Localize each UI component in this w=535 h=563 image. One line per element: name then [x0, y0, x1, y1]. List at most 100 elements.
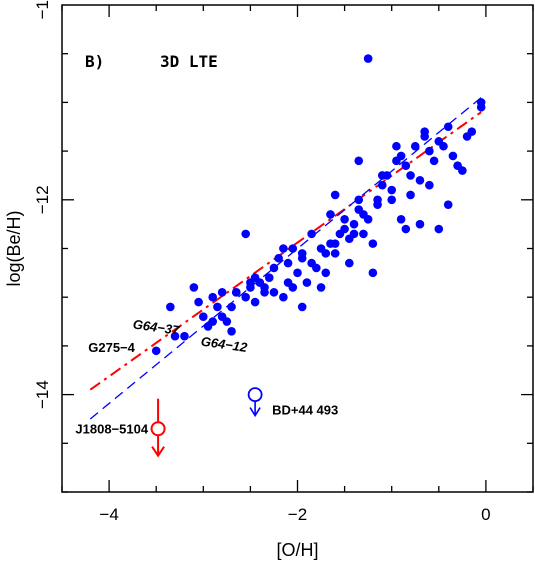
data-point	[269, 288, 279, 297]
data-point	[208, 317, 218, 326]
data-point	[297, 249, 307, 258]
data-point	[401, 224, 411, 234]
data-point	[307, 229, 316, 239]
x-tick-label: −4	[99, 505, 118, 524]
data-point	[349, 219, 359, 229]
data-point	[151, 346, 161, 356]
data-point	[354, 156, 364, 166]
data-point	[227, 302, 236, 312]
upper-limit-point-j1808	[150, 421, 166, 437]
data-point	[443, 200, 453, 209]
data-point	[425, 146, 434, 156]
data-point	[429, 156, 439, 166]
x-tick-label: 0	[481, 505, 490, 524]
data-point	[283, 258, 293, 268]
data-point	[410, 141, 420, 151]
data-point	[330, 239, 340, 248]
data-point	[241, 292, 250, 302]
data-point	[189, 283, 199, 292]
data-point	[345, 258, 354, 268]
data-point	[297, 302, 307, 312]
data-point	[166, 302, 175, 312]
y-tick-label: −12	[33, 185, 52, 214]
upper-limit-arrow	[151, 446, 165, 458]
x-tick-label: −2	[288, 505, 307, 524]
data-point	[246, 278, 255, 287]
data-point	[231, 288, 241, 297]
data-point	[316, 244, 326, 253]
data-point	[260, 283, 269, 292]
data-point	[443, 122, 453, 132]
data-point	[302, 278, 312, 287]
data-point	[406, 171, 415, 180]
data-point	[264, 273, 274, 283]
annotation-g64-37: G64−37	[132, 317, 181, 338]
plot-frame	[61, 4, 534, 493]
data-point	[396, 151, 406, 161]
data-point	[288, 244, 298, 253]
data-point	[368, 268, 378, 278]
y-tick-label: −14	[33, 380, 52, 409]
data-point	[434, 224, 444, 234]
data-point	[354, 195, 364, 205]
data-point	[330, 249, 340, 258]
data-point	[274, 253, 283, 263]
data-point	[377, 180, 387, 190]
upper-limit-point-bd44	[247, 387, 263, 403]
data-point	[420, 127, 429, 136]
data-point	[467, 127, 477, 136]
data-point	[330, 190, 340, 200]
y-tick-label: −10	[33, 0, 52, 19]
data-point	[213, 302, 222, 312]
data-point	[415, 176, 425, 185]
data-point	[349, 229, 359, 239]
data-point	[387, 185, 397, 195]
upper-limit-arrow	[249, 407, 261, 418]
data-point	[227, 326, 236, 336]
data-point	[279, 292, 288, 302]
upper-limit-markers	[150, 387, 263, 458]
data-point	[316, 283, 326, 292]
data-point	[401, 161, 411, 171]
data-point	[425, 180, 434, 190]
data-point	[312, 263, 321, 273]
data-point	[363, 54, 373, 63]
data-point	[458, 166, 467, 175]
annotation-g275-4: G275−4	[88, 340, 135, 355]
fit-line-blue-dashed	[89, 97, 482, 420]
data-point	[180, 331, 189, 341]
model-label: 3D LTE	[160, 52, 218, 71]
data-point	[250, 297, 260, 307]
data-point	[476, 98, 486, 107]
upper-limit-label-j1808: J1808−5104	[75, 422, 148, 437]
data-point	[279, 244, 288, 253]
axis-ticks	[61, 5, 534, 493]
data-point	[359, 210, 368, 219]
data-point	[368, 239, 378, 248]
annotation-g64-12: G64−12	[200, 334, 249, 355]
data-point	[170, 331, 180, 341]
data-point	[340, 214, 349, 224]
y-axis-title: log(Be/H)	[4, 210, 24, 286]
data-point	[392, 141, 401, 151]
fit-line-red-dashdot	[89, 111, 482, 391]
data-point	[415, 219, 425, 229]
data-point	[326, 210, 335, 219]
data-point	[406, 190, 415, 200]
data-point	[359, 229, 368, 239]
data-point	[321, 268, 331, 278]
data-point	[377, 171, 387, 180]
data-points	[151, 54, 486, 356]
data-point	[293, 268, 302, 278]
data-point	[387, 195, 397, 205]
data-point	[288, 283, 298, 292]
upper-limit-label-bd44: BD+44 493	[272, 403, 338, 418]
x-axis-title: [O/H]	[276, 540, 318, 560]
data-point	[448, 151, 458, 161]
data-point	[217, 288, 227, 297]
data-point	[241, 229, 250, 239]
data-point	[340, 224, 349, 234]
panel-label: B)	[85, 52, 104, 71]
data-point	[217, 312, 227, 321]
